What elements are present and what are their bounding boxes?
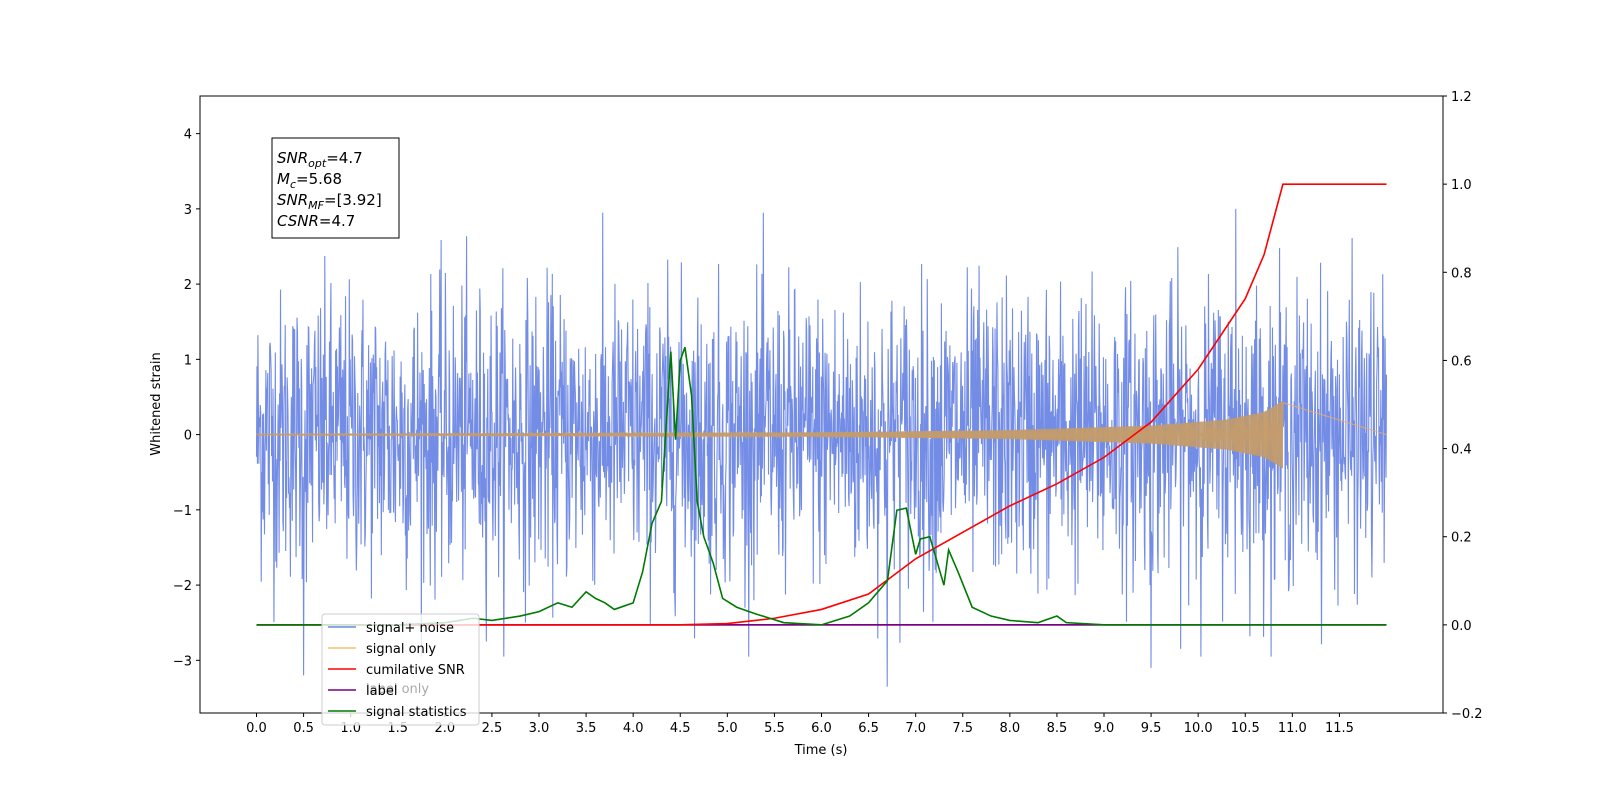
- x-tick-label: 0.5: [293, 721, 314, 736]
- legend-entry: signal only: [366, 642, 436, 657]
- stats-box-frame: [271, 137, 400, 239]
- x-tick-label: 4.0: [623, 721, 644, 736]
- x-tick-label: 0.0: [246, 721, 267, 736]
- legend-entry-faded: label only: [366, 682, 429, 697]
- stats-line: CSNR=4.7: [277, 212, 355, 230]
- stats-subscript: MF: [308, 199, 324, 212]
- x-tick-label: 11.5: [1325, 721, 1354, 736]
- stats-value: =5.68: [296, 170, 342, 188]
- y-tick-label: 1: [184, 353, 192, 368]
- y-tick-label: 2: [184, 278, 192, 293]
- y-tick-label: −3: [173, 654, 192, 669]
- series-cumulative-snr: [256, 183, 1387, 626]
- x-tick-label: 9.0: [1094, 721, 1115, 736]
- y-tick-label-right: 1.0: [1451, 178, 1472, 193]
- y-tick-label-right: −0.2: [1451, 707, 1483, 722]
- legend-entry: cumilative SNR: [366, 663, 465, 678]
- stats-line: SNRMF=[3.92]: [277, 191, 382, 212]
- stats-value: =[3.92]: [324, 191, 382, 209]
- y-tick-label-right: 0.4: [1451, 443, 1472, 458]
- x-tick-label: 8.0: [999, 721, 1020, 736]
- stats-line: Mc=5.68: [277, 170, 342, 191]
- y-tick-label-right: 0.8: [1451, 266, 1472, 281]
- legend-frame: [321, 613, 480, 726]
- y-tick-label-right: 1.2: [1451, 90, 1472, 105]
- legend-entry: label: [366, 684, 397, 699]
- series-signal-noise: [255, 208, 1388, 687]
- y-tick-label: 3: [184, 203, 192, 218]
- y-axis-left: −3 −2 −1 0 1 2 3 4: [173, 128, 200, 669]
- stats-symbol: SNR: [277, 149, 308, 167]
- x-tick-label: 3.0: [529, 721, 550, 736]
- y-tick-label-right: 0.6: [1451, 354, 1472, 369]
- x-tick-label: 7.0: [905, 721, 926, 736]
- x-tick-label: 8.5: [1047, 721, 1068, 736]
- stats-value: =4.7: [326, 149, 362, 167]
- x-tick-label: 11.0: [1278, 721, 1307, 736]
- y-tick-label-right: 0.0: [1451, 619, 1472, 634]
- series-signal-statistics: [256, 346, 1387, 626]
- y-tick-label-right: 0.2: [1451, 531, 1472, 546]
- x-tick-label: 7.5: [952, 721, 973, 736]
- stats-value: =4.7: [319, 212, 355, 230]
- legend: signal+ noise signal only cumilative SNR la…: [321, 613, 480, 726]
- x-tick-label: 10.0: [1184, 721, 1213, 736]
- x-tick-label: 5.5: [764, 721, 785, 736]
- stats-symbol: M: [277, 170, 290, 188]
- y-tick-label: 4: [184, 128, 192, 143]
- y-axis-label: Whitened strain: [149, 352, 164, 455]
- x-tick-label: 6.5: [858, 721, 879, 736]
- stats-line: SNRopt=4.7: [277, 149, 363, 170]
- x-tick-label: 9.5: [1141, 721, 1162, 736]
- stats-symbol: CSNR: [277, 212, 319, 230]
- y-axis-right: −0.2 0.0 0.2 0.4 0.6 0.8 1.0 1.2: [1443, 90, 1483, 722]
- y-tick-label: 0: [184, 429, 192, 444]
- x-axis-label: Time (s): [794, 743, 848, 758]
- stats-symbol: SNR: [277, 191, 308, 209]
- x-tick-label: 4.5: [670, 721, 691, 736]
- y-tick-label: −2: [173, 579, 192, 594]
- legend-entry: signal+ noise: [366, 621, 454, 636]
- x-tick-label: 3.5: [576, 721, 597, 736]
- y-tick-label: −1: [173, 504, 192, 519]
- stats-subscript: opt: [308, 157, 327, 170]
- x-tick-label: 6.0: [811, 721, 832, 736]
- x-tick-label: 5.0: [717, 721, 738, 736]
- x-tick-label: 2.5: [482, 721, 503, 736]
- signal-only-envelope: [256, 400, 1283, 469]
- stats-subscript: c: [290, 178, 296, 191]
- legend-entry: signal statistics: [366, 705, 467, 720]
- x-tick-label: 10.5: [1231, 721, 1260, 736]
